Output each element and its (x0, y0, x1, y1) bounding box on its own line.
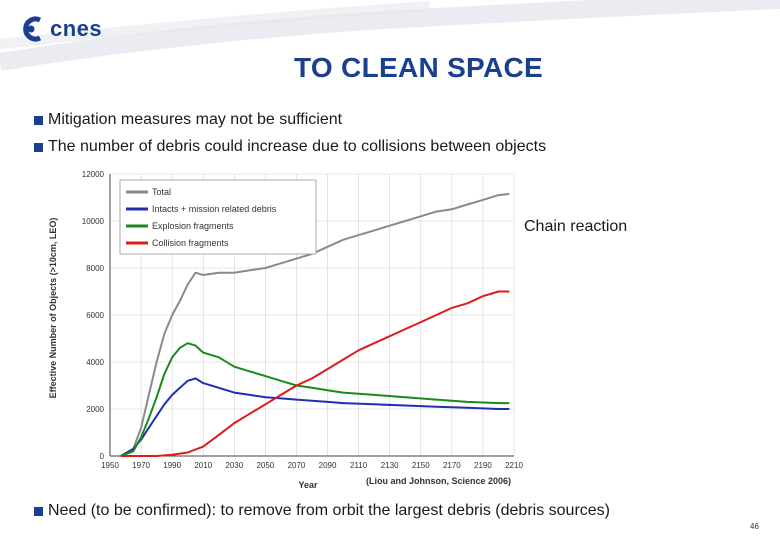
legend-entry: Explosion fragments (152, 221, 234, 231)
chain-reaction-label: Chain reaction (524, 218, 628, 235)
y-tick-label: 6000 (86, 311, 104, 320)
bullet-text: Mitigation measures may not be sufficien… (48, 111, 343, 128)
series-line-intacts (120, 377, 510, 457)
y-tick-label: 2000 (86, 405, 104, 414)
x-tick-label: 1990 (163, 461, 181, 470)
bullet-square-icon (34, 142, 43, 152)
x-tick-label: 1950 (101, 461, 119, 470)
x-axis-label: Year (298, 480, 318, 490)
cnes-logo: cnes (18, 16, 102, 42)
chart-legend: Total Intacts + mission related debris Exp… (119, 179, 317, 255)
x-tick-label: 2190 (474, 461, 492, 470)
y-tick-label: 8000 (86, 264, 104, 273)
series-line-collision (120, 290, 510, 457)
bullet-item: Need (to be confirmed): to remove from o… (34, 502, 610, 520)
logo-text: cnes (50, 16, 103, 41)
x-tick-label: 2030 (225, 461, 243, 470)
x-tick-label: 2210 (505, 461, 523, 470)
series-line-explosion (120, 342, 510, 457)
bullet-text: The number of debris could increase due … (48, 138, 547, 155)
bullet-square-icon (34, 115, 43, 125)
x-tick-label: 2170 (443, 461, 461, 470)
bullet-item: The number of debris could increase due … (34, 138, 546, 156)
x-tick-label: 2070 (288, 461, 306, 470)
legend-entry: Total (152, 187, 171, 197)
x-tick-label: 2130 (381, 461, 399, 470)
header-swoosh-decoration (0, 0, 780, 70)
legend-entry: Collision fragments (152, 238, 229, 248)
y-tick-label: 0 (100, 452, 105, 461)
x-tick-label: 2090 (319, 461, 337, 470)
y-tick-label: 12000 (82, 170, 105, 179)
source-annotation: (Liou and Johnson, Science 2006) (366, 476, 511, 486)
page-number: 46 (750, 522, 759, 531)
legend-entry: Intacts + mission related debris (152, 204, 277, 214)
legend-box (119, 179, 317, 255)
y-axis-label: Effective Number of Objects (>10cm, LEO) (48, 218, 58, 399)
debris-chart: 1950 1970 1990 2010 2030 2050 2070 2090 2110 2130… (44, 168, 544, 494)
cnes-emblem-icon (23, 16, 42, 42)
x-tick-label: 2110 (350, 461, 368, 470)
page-title: TO CLEAN SPACE (294, 52, 543, 83)
y-tick-label: 10000 (82, 217, 105, 226)
bullet-item: Mitigation measures may not be sufficien… (34, 111, 342, 129)
bullet-text: Need (to be confirmed): to remove from o… (48, 502, 611, 519)
x-tick-label: 1970 (132, 461, 150, 470)
series-line-total (120, 193, 510, 457)
x-tick-label: 2150 (412, 461, 430, 470)
y-tick-label: 4000 (86, 358, 104, 367)
chart-ticks: 1950 1970 1990 2010 2030 2050 2070 2090 2110 2130… (82, 170, 524, 470)
chart-lines (120, 193, 510, 457)
x-tick-label: 2010 (194, 461, 212, 470)
x-tick-label: 2050 (256, 461, 274, 470)
bullet-square-icon (34, 506, 43, 516)
